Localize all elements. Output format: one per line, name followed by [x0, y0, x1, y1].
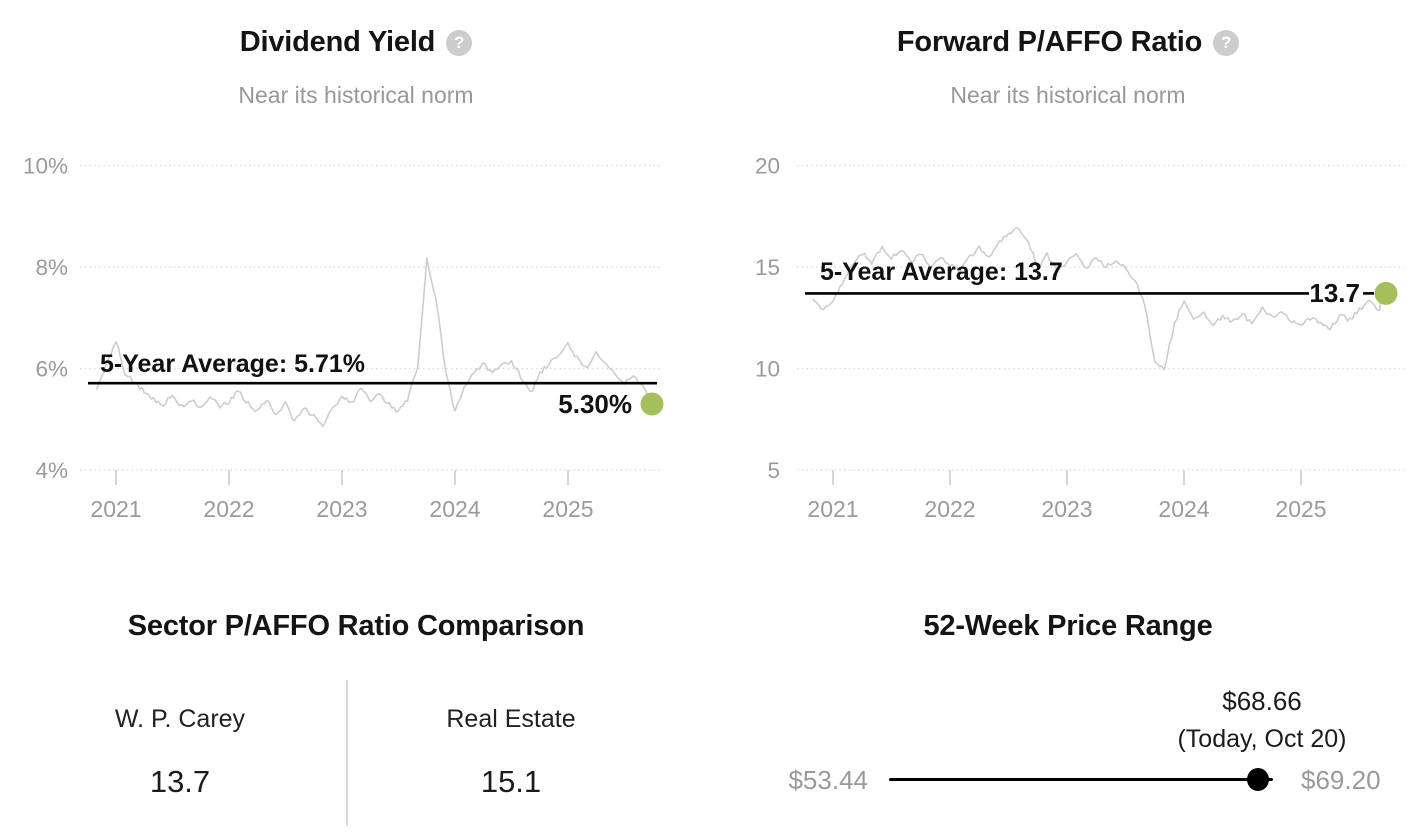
series-line	[812, 227, 1381, 371]
comparison-label: W. P. Carey	[114, 705, 246, 733]
panel-forward-paffo: Forward P/AFFO Ratio ? Near its historic…	[712, 0, 1424, 560]
x-axis-tick-label: 2022	[203, 496, 254, 522]
price-range-title: 52-Week Price Range	[923, 610, 1213, 642]
sector-comparison-title: Sector P/AFFO Ratio Comparison	[127, 610, 585, 642]
x-axis-tick-label: 2024	[1158, 496, 1209, 522]
x-axis-tick-label: 2021	[807, 496, 858, 522]
y-axis-tick-label: 4%	[35, 458, 68, 483]
y-axis-tick-label: 5	[767, 458, 780, 483]
dividend-yield-chart[interactable]: 10% 8% 6% 4% 2021 2022 2023 2024 2025 5-Year Aver…	[0, 128, 712, 538]
x-axis-tick-label: 2023	[1041, 496, 1092, 522]
dividend-yield-subtitle: Near its historical norm	[238, 82, 474, 108]
help-icon[interactable]: ?	[1213, 29, 1240, 56]
current-price-dot	[1247, 768, 1269, 791]
help-icon[interactable]: ?	[446, 29, 473, 56]
series-line	[96, 257, 653, 428]
comparison-value: 15.1	[480, 764, 542, 799]
average-label: 5-Year Average: 13.7	[820, 258, 1063, 286]
vertical-divider	[346, 680, 348, 826]
range-high: $69.20	[1301, 765, 1381, 795]
current-value-label: 5.30%	[558, 389, 632, 419]
y-axis-tick-label: 10%	[23, 154, 68, 179]
average-label: 5-Year Average: 5.71%	[100, 350, 365, 378]
x-axis-tick-label: 2022	[924, 496, 975, 522]
forward-paffo-title-row: Forward P/AFFO Ratio ?	[712, 26, 1424, 59]
x-axis-tick-label: 2024	[429, 496, 480, 522]
x-axis-tick-label: 2021	[90, 496, 141, 522]
y-axis-tick-label: 10	[755, 357, 780, 382]
x-axis-tick-label: 2025	[1275, 496, 1326, 522]
forward-paffo-title: Forward P/AFFO Ratio	[896, 26, 1203, 58]
dividend-yield-title: Dividend Yield	[239, 26, 436, 58]
price-range-track	[889, 778, 1273, 781]
current-value-label: 13.7	[1309, 278, 1360, 308]
current-price-date: (Today, Oct 20)	[1177, 725, 1347, 753]
range-low: $53.44	[788, 765, 868, 795]
current-value-dot	[640, 392, 664, 416]
current-price: $68.66	[1222, 686, 1302, 716]
dividend-yield-title-row: Dividend Yield ?	[0, 26, 712, 59]
panel-sector-comparison: Sector P/AFFO Ratio Comparison W. P. Car…	[0, 560, 712, 834]
sector-comparison-body: W. P. Carey 13.7 Real Estate 15.1	[0, 560, 712, 834]
current-value-dot	[1374, 281, 1398, 305]
panel-dividend-yield: Dividend Yield ? Near its historical nor…	[0, 0, 712, 560]
y-axis-tick-label: 15	[755, 255, 780, 280]
comparison-label: Real Estate	[446, 705, 576, 733]
x-axis-tick-label: 2023	[316, 496, 367, 522]
comparison-value: 13.7	[149, 764, 211, 799]
y-axis-tick-label: 6%	[35, 357, 68, 382]
panel-price-range: 52-Week Price Range $68.66 (Today, Oct 2…	[712, 560, 1424, 834]
y-axis-tick-label: 20	[755, 154, 780, 179]
y-axis-tick-label: 8%	[35, 255, 68, 280]
x-axis-tick-label: 2025	[542, 496, 593, 522]
forward-paffo-subtitle: Near its historical norm	[950, 82, 1186, 108]
forward-paffo-chart[interactable]: 20 15 10 5 2021 2022 2023 2024 2025 5-Year Averag…	[712, 128, 1424, 538]
